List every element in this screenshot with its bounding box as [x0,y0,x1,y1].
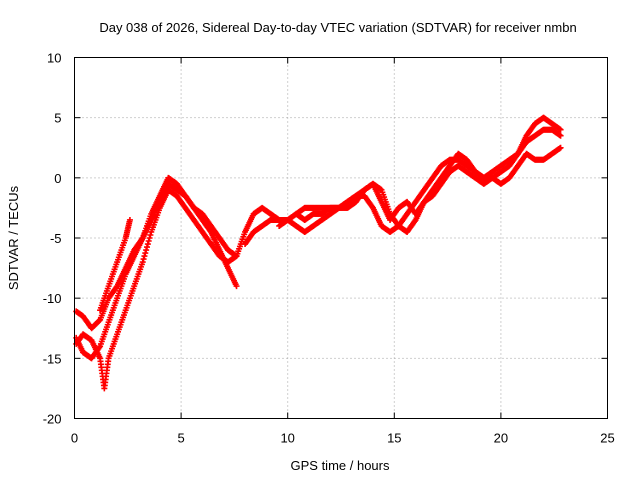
data-point-marker [147,231,154,238]
data-point-marker [146,235,153,241]
grid-lines [74,57,608,419]
data-point-marker [140,256,147,263]
x-tick-label: 25 [600,431,614,446]
x-tick-label: 0 [71,431,78,446]
data-point-marker [557,132,564,139]
axis-ticks: 0 5 10 15 20 25 -20 -15 -10 -5 0 5 10 [43,51,615,446]
series-track-2 [73,174,283,362]
data-point-marker [557,126,564,133]
series-track-3 [73,186,240,392]
data-point-marker [233,283,240,290]
y-tick-label: -10 [43,291,62,306]
data-points [73,114,564,392]
y-tick-label: 0 [54,171,61,186]
y-tick-label: 10 [47,51,61,66]
plot-border [74,57,608,419]
y-tick-label: -20 [43,412,62,427]
data-point-marker [233,253,240,260]
data-point-marker [143,247,150,254]
x-axis-label: GPS time / hours [291,458,390,473]
data-point-marker [96,317,103,324]
data-point-marker [145,238,152,245]
x-tick-label: 10 [280,431,294,446]
y-tick-label: -5 [50,231,62,246]
series-track-7 [293,144,564,235]
data-point-marker [557,144,564,151]
y-tick-label: 5 [54,111,61,126]
x-tick-label: 15 [387,431,401,446]
series-track-6 [276,114,564,235]
data-point-marker [126,216,133,223]
y-tick-label: -15 [43,351,62,366]
x-tick-label: 5 [177,431,184,446]
chart-title: Day 038 of 2026, Sidereal Day-to-day VTE… [99,20,576,35]
data-point-marker [141,253,148,260]
data-point-marker [142,250,149,257]
data-point-marker [144,241,151,248]
x-tick-label: 20 [494,431,508,446]
series-track-4 [97,216,133,314]
y-axis-label: SDTVAR / TECUs [6,185,21,290]
data-point-marker [139,259,146,266]
data-point-marker [143,244,150,251]
